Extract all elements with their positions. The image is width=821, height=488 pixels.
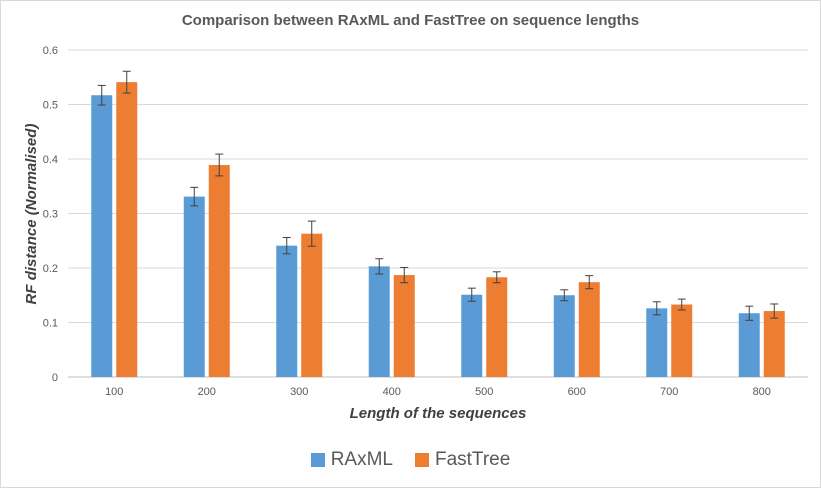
bar-fasttree xyxy=(393,275,415,377)
legend-label-fasttree: FastTree xyxy=(434,449,511,470)
bar-fasttree xyxy=(116,82,138,377)
y-axis-label: RF distance (Normalised) xyxy=(23,123,40,305)
legend-item-raxml: RAxML xyxy=(310,449,393,471)
x-axis-label: Length of the sequences xyxy=(349,405,527,422)
y-tick-label: 0.1 xyxy=(43,318,58,330)
y-tick-label: 0.2 xyxy=(43,263,58,275)
bar-fasttree xyxy=(763,311,785,377)
bar-raxml xyxy=(461,294,483,377)
x-tick-label: 300 xyxy=(290,386,308,398)
bar-raxml xyxy=(553,295,575,377)
bar-raxml xyxy=(276,245,298,377)
y-tick-label: 0 xyxy=(52,372,58,384)
legend-swatch-fasttree xyxy=(414,453,429,467)
legend: RAxML FastTree xyxy=(1,449,820,471)
bar-raxml xyxy=(368,266,390,377)
x-tick-label: 700 xyxy=(660,386,678,398)
x-tick-label: 800 xyxy=(753,386,771,398)
chart-title: Comparison between RAxML and FastTree on… xyxy=(181,12,640,29)
bar-fasttree xyxy=(486,277,508,377)
bar-raxml xyxy=(738,313,760,377)
bar-raxml xyxy=(183,196,205,377)
x-tick-label: 500 xyxy=(475,386,493,398)
x-tick-label: 600 xyxy=(568,386,586,398)
x-tick-label: 200 xyxy=(198,386,216,398)
bar-raxml xyxy=(91,95,113,378)
x-tick-label: 100 xyxy=(105,386,123,398)
bar-raxml xyxy=(646,308,668,377)
y-tick-label: 0.4 xyxy=(43,154,58,166)
y-tick-label: 0.6 xyxy=(43,45,58,57)
bar-fasttree xyxy=(301,233,323,377)
y-tick-label: 0.3 xyxy=(43,209,58,221)
bar-fasttree xyxy=(208,164,230,377)
y-tick-label: 0.5 xyxy=(43,100,58,112)
legend-swatch-raxml xyxy=(310,453,325,467)
legend-item-fasttree: FastTree xyxy=(414,449,511,471)
x-tick-label: 400 xyxy=(383,386,401,398)
legend-label-raxml: RAxML xyxy=(330,449,393,470)
bar-fasttree xyxy=(578,282,600,377)
bar-fasttree xyxy=(671,304,693,377)
